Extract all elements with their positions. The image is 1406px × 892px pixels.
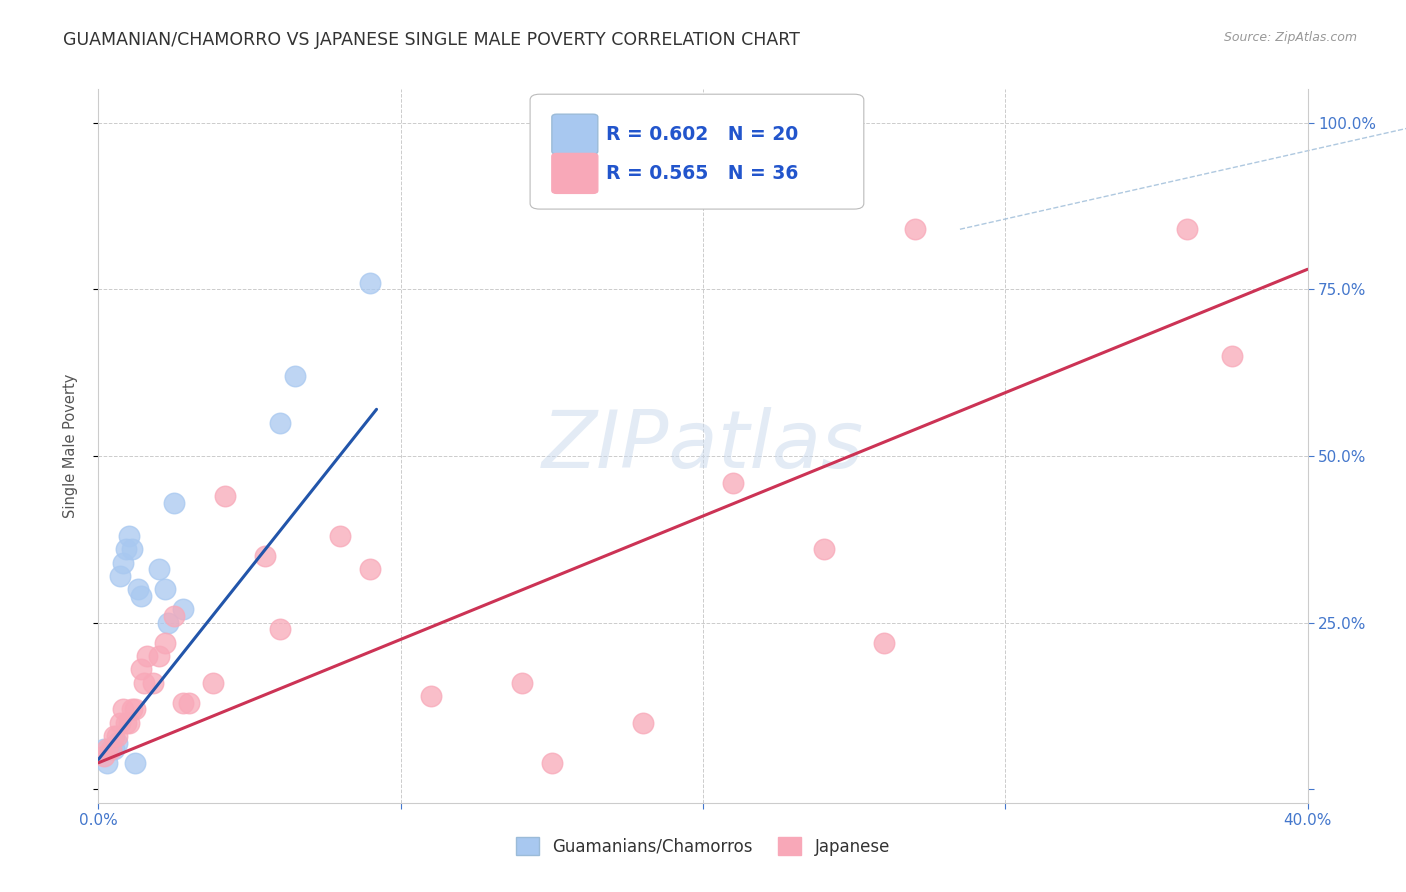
Point [202, 675, 225, 690]
Point [129, 662, 152, 676]
Point [108, 569, 131, 583]
Point [284, 368, 307, 383]
Point [108, 715, 131, 730]
Point [118, 529, 141, 543]
Point [105, 729, 128, 743]
Point [129, 589, 152, 603]
Y-axis label: Single Male Poverty: Single Male Poverty [63, 374, 77, 518]
FancyBboxPatch shape [551, 153, 598, 194]
Point [114, 542, 136, 557]
Point [360, 276, 382, 290]
Point [148, 562, 170, 576]
FancyBboxPatch shape [551, 114, 598, 154]
Point [723, 475, 745, 490]
Point [105, 736, 128, 750]
Point [114, 715, 136, 730]
Point [93, 742, 115, 756]
Point [153, 636, 176, 650]
Point [124, 702, 146, 716]
Point [103, 729, 125, 743]
Point [96, 756, 118, 770]
Point [253, 549, 276, 563]
Point [214, 489, 236, 503]
Point [118, 715, 141, 730]
Point [93, 749, 115, 764]
Text: Source: ZipAtlas.com: Source: ZipAtlas.com [1223, 31, 1357, 45]
Point [132, 675, 155, 690]
Text: ZIPatlas: ZIPatlas [541, 407, 865, 485]
Point [813, 542, 835, 557]
Point [135, 649, 157, 664]
Text: GUAMANIAN/CHAMORRO VS JAPANESE SINGLE MALE POVERTY CORRELATION CHART: GUAMANIAN/CHAMORRO VS JAPANESE SINGLE MA… [63, 31, 800, 49]
Point [179, 696, 201, 710]
Point [329, 529, 352, 543]
Point [111, 556, 134, 570]
Point [96, 742, 118, 756]
Point [269, 416, 291, 430]
Point [163, 496, 186, 510]
Point [100, 742, 122, 756]
Point [172, 602, 194, 616]
Text: R = 0.565   N = 36: R = 0.565 N = 36 [606, 164, 799, 183]
Point [121, 542, 143, 557]
Point [153, 582, 176, 597]
Point [121, 702, 143, 716]
Point [360, 562, 382, 576]
Point [142, 675, 165, 690]
Point [103, 742, 125, 756]
Point [156, 615, 179, 630]
Point [163, 609, 186, 624]
Point [111, 702, 134, 716]
Point [1175, 222, 1198, 236]
Point [127, 582, 149, 597]
Point [172, 696, 194, 710]
Point [873, 636, 896, 650]
Point [631, 715, 654, 730]
Point [420, 689, 443, 703]
Text: R = 0.602   N = 20: R = 0.602 N = 20 [606, 125, 799, 144]
Point [124, 756, 146, 770]
Point [904, 222, 927, 236]
Point [269, 623, 291, 637]
Point [148, 649, 170, 664]
FancyBboxPatch shape [530, 95, 863, 209]
Legend: Guamanians/Chamorros, Japanese: Guamanians/Chamorros, Japanese [509, 830, 897, 863]
Point [540, 756, 562, 770]
Point [1220, 349, 1243, 363]
Point [510, 675, 533, 690]
